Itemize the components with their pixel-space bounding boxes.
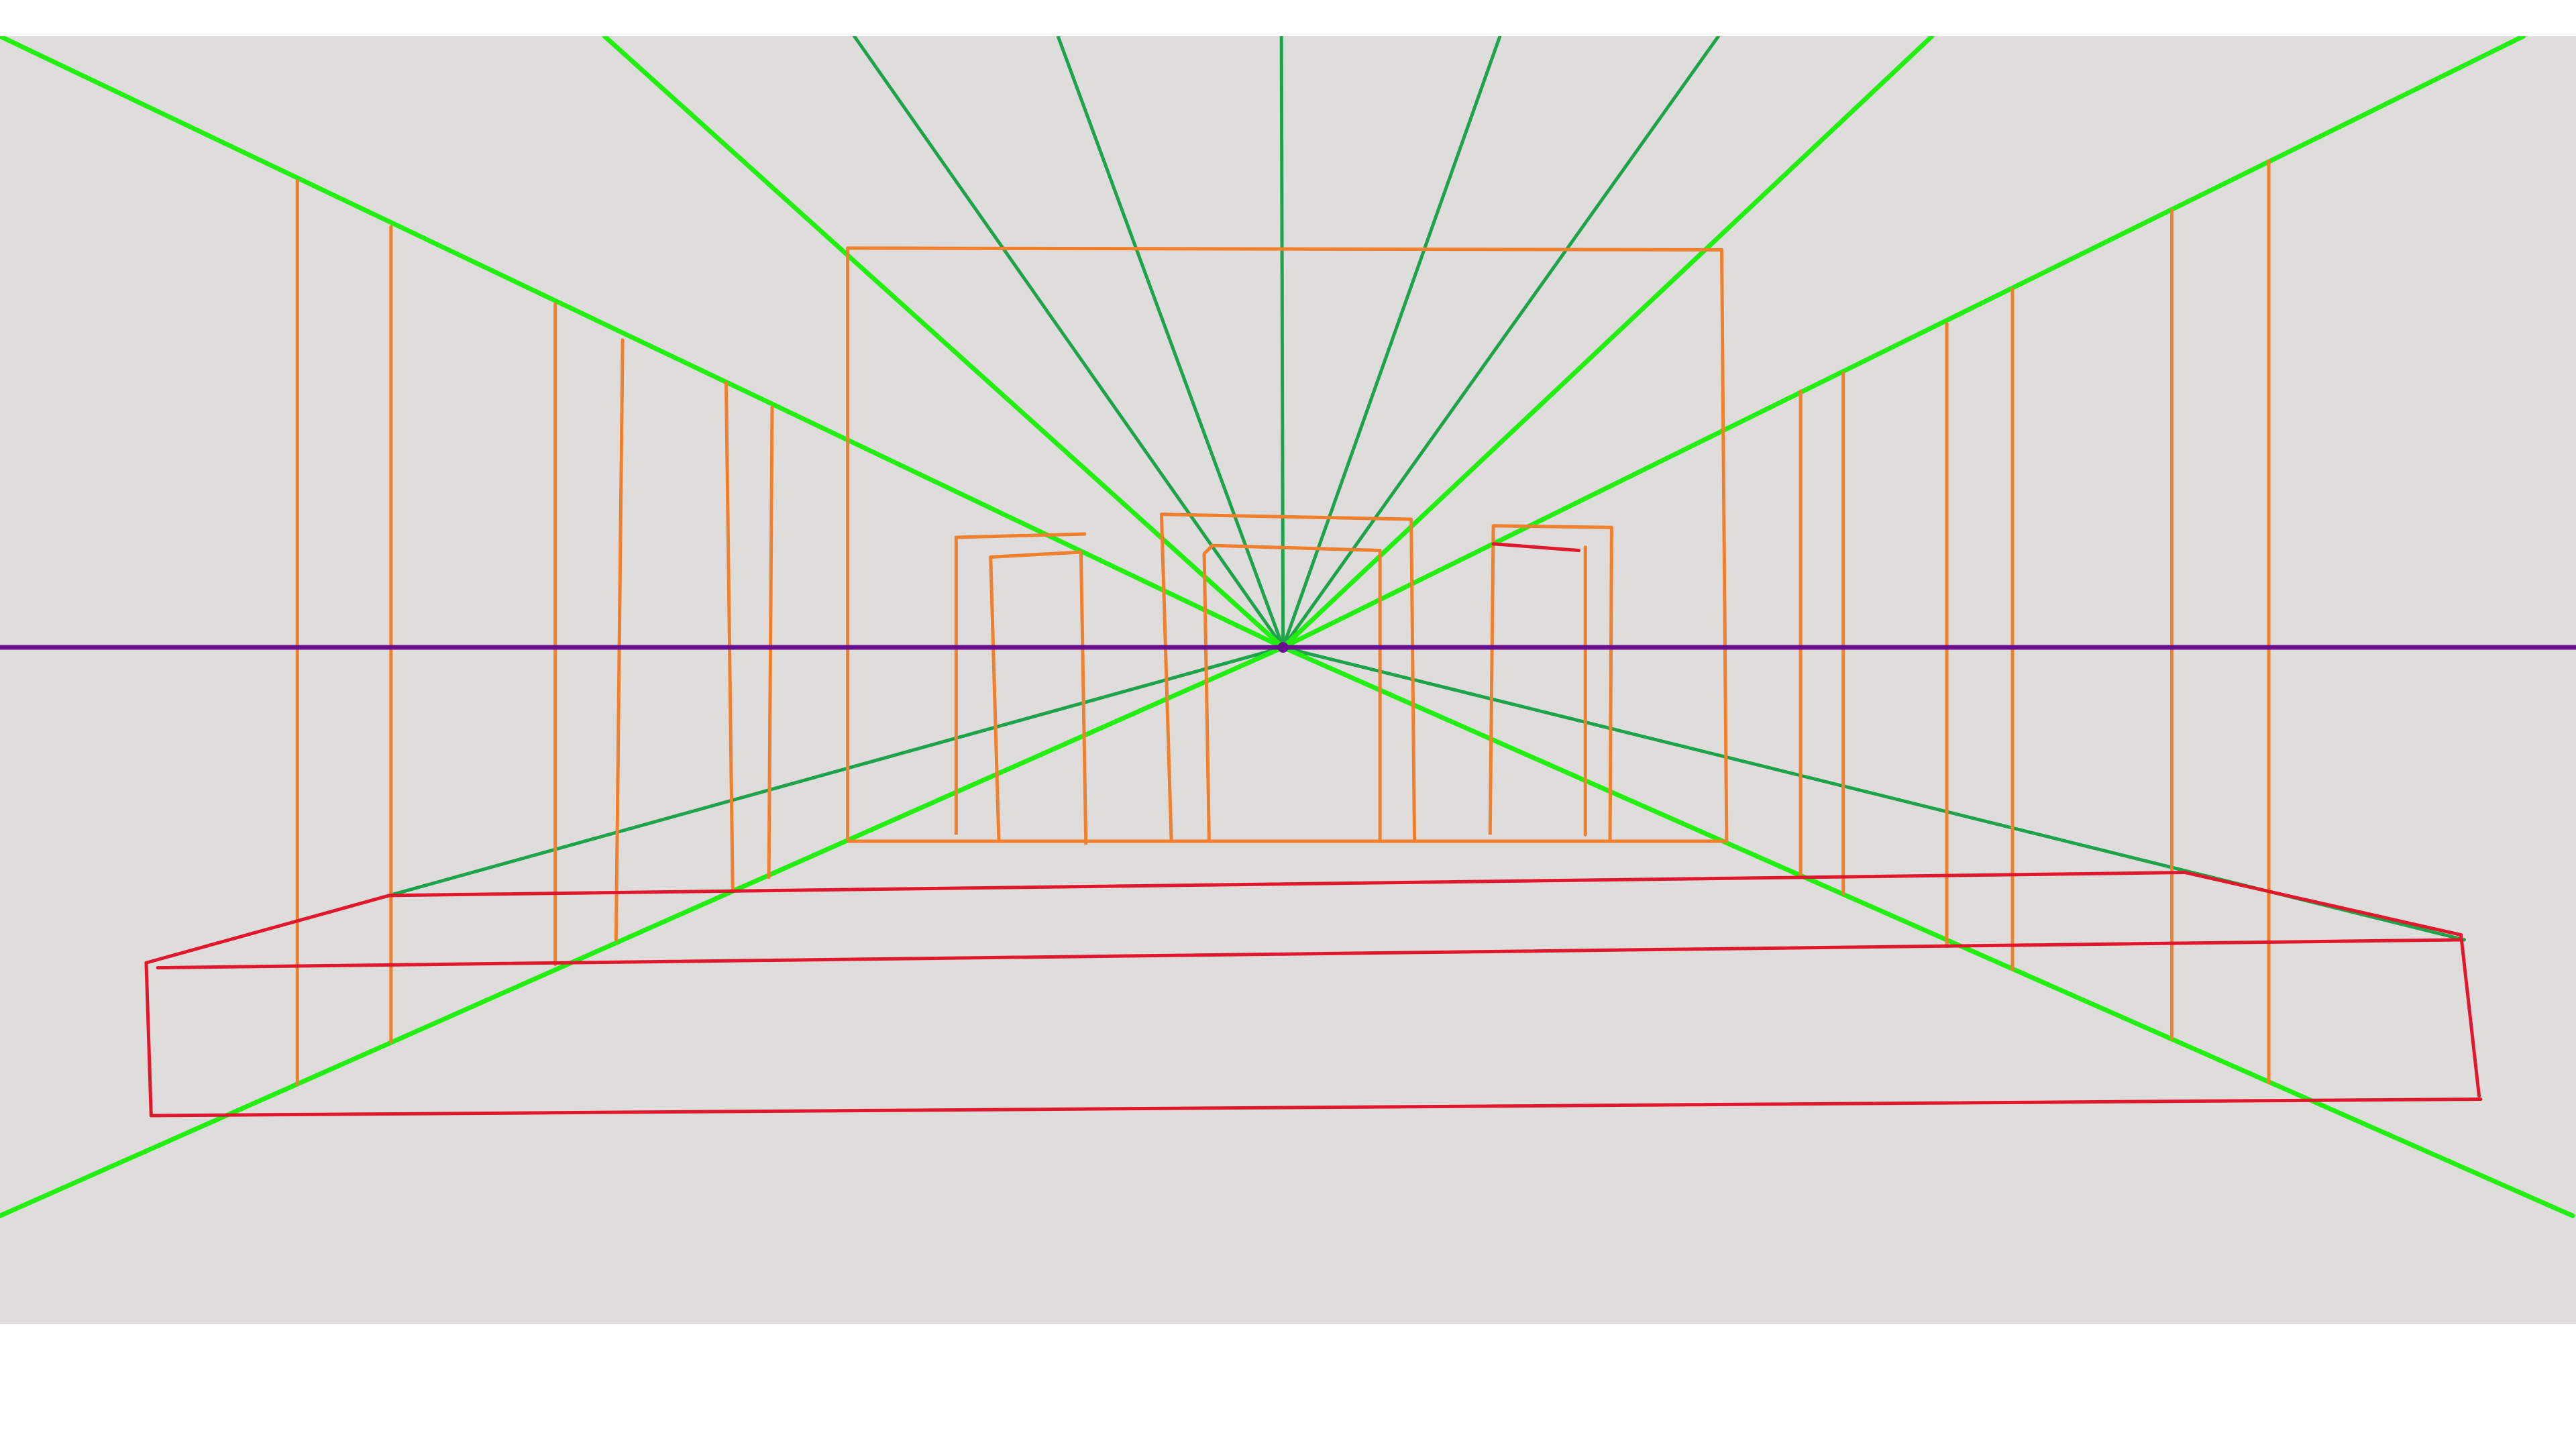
perspective-guide-bright bbox=[0, 645, 1286, 1218]
floor-right-side bbox=[2459, 933, 2481, 1098]
vertical-edge bbox=[724, 381, 735, 892]
perspective-guide-bright bbox=[1281, 36, 1935, 650]
perspective-guide-dark bbox=[1281, 36, 1502, 649]
floor-front-edge bbox=[149, 1097, 2483, 1118]
back-wall-frame bbox=[846, 246, 1729, 843]
right-doorway-lintel bbox=[1491, 542, 1580, 553]
floor-left-side bbox=[144, 961, 153, 1118]
center-doorway-outer bbox=[1159, 513, 1417, 842]
empty-margin bbox=[0, 1324, 2576, 1449]
floor-back-edge bbox=[387, 871, 2187, 898]
vanishing-point[interactable] bbox=[1277, 642, 1289, 653]
perspective-guide-bright bbox=[602, 36, 1286, 650]
perspective-guide-bright bbox=[1281, 645, 2575, 1218]
perspective-guide-bright bbox=[0, 36, 1286, 650]
canvas-background bbox=[0, 36, 2576, 1324]
right-doorway-outer bbox=[1488, 524, 1613, 842]
drawing-canvas[interactable] bbox=[0, 36, 2576, 1324]
perspective-guide-dark bbox=[1279, 36, 1285, 649]
vertical-edge bbox=[614, 338, 625, 942]
perspective-guide-dark bbox=[387, 645, 1285, 898]
floor-left-diagonal bbox=[144, 894, 391, 965]
left-doorway-outer bbox=[954, 532, 1086, 835]
perspective-guide-dark bbox=[1281, 36, 1721, 649]
left-doorway-inner bbox=[989, 550, 1088, 845]
perspective-guide-bright bbox=[1281, 36, 2526, 650]
perspective-drawing bbox=[0, 36, 2576, 1324]
floor-right-diagonal bbox=[2183, 871, 2463, 937]
floor-middle-edge bbox=[156, 938, 2463, 970]
vertical-edge bbox=[767, 405, 774, 879]
